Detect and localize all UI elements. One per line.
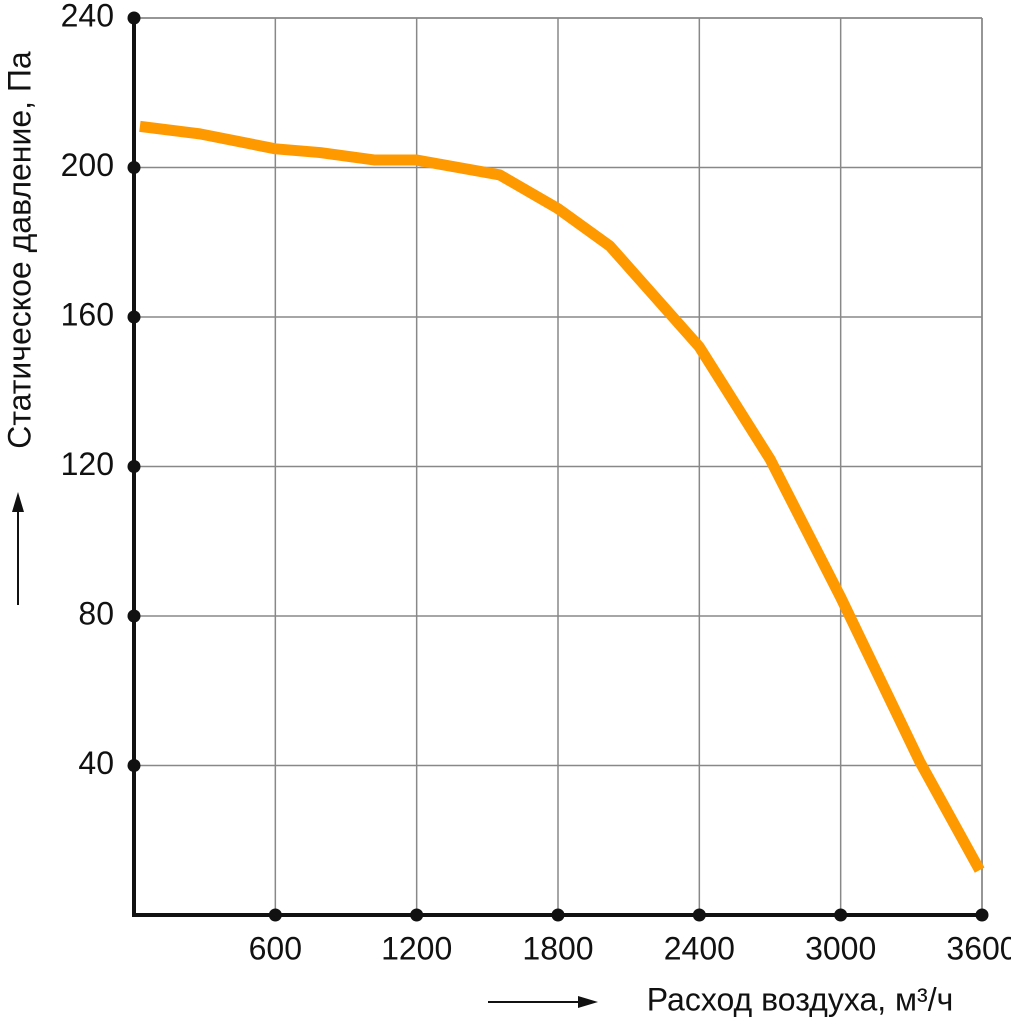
tick-dot: [127, 11, 141, 25]
tick-dot: [127, 161, 141, 174]
y-tick-label: 200: [61, 147, 114, 183]
tick-dot: [127, 310, 141, 324]
y-tick-label: 240: [61, 0, 114, 33]
tick-dot: [127, 609, 141, 623]
y-tick-label: 160: [61, 296, 114, 332]
x-tick-label: 3000: [805, 930, 876, 966]
tick-dot: [268, 908, 282, 922]
tick-dot: [551, 908, 565, 922]
plot: 40 80 120 160 200 240 600 1200 1800 2400 3000 3600: [61, 0, 1011, 966]
x-tick-label: 1200: [381, 930, 452, 966]
x-arrow-head: [578, 996, 598, 1008]
x-tick-label: 1800: [522, 930, 593, 966]
x-tick-label: 600: [249, 930, 302, 966]
tick-dot: [975, 908, 989, 922]
y-tick-label: 80: [78, 595, 114, 631]
tick-dot: [692, 908, 706, 922]
y-tick-label: 120: [61, 446, 114, 482]
tick-dot: [834, 908, 848, 922]
series-line: [139, 120, 985, 873]
tick-dot: [127, 759, 141, 772]
y-axis-label: Статическое давление, Па: [1, 51, 37, 449]
tick-dot: [127, 460, 141, 473]
y-arrow-head: [12, 492, 24, 512]
y-tick-label: 40: [78, 745, 114, 781]
x-tick-label: 3600: [946, 930, 1011, 966]
tick-dot: [410, 908, 424, 922]
x-axis-label: Расход воздуха, м³/ч: [647, 981, 954, 1017]
x-tick-label: 2400: [664, 930, 735, 966]
